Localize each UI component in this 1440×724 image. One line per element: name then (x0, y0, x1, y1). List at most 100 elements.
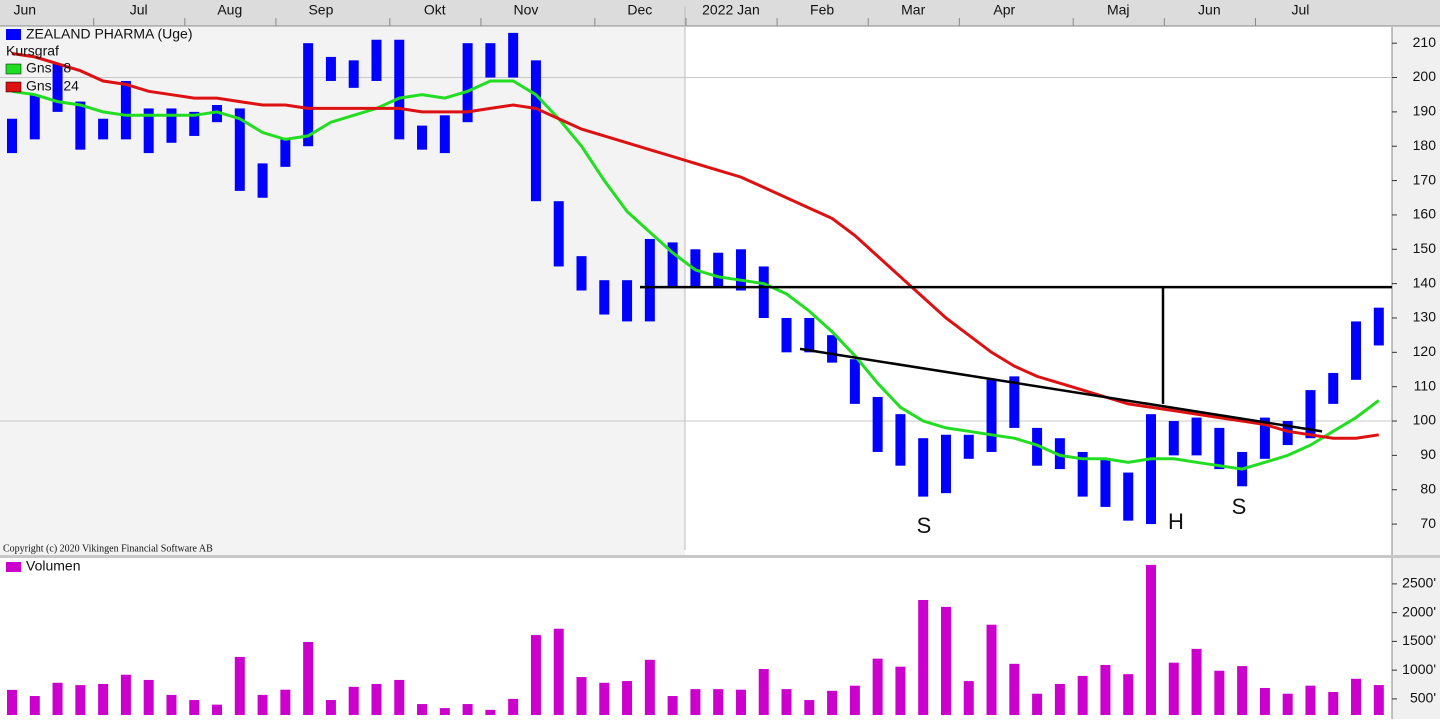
x-tick-label: Mar (901, 2, 925, 18)
volume-bar (963, 681, 974, 715)
price-bar (1168, 421, 1179, 456)
volume-bar (849, 685, 860, 715)
volume-bar (7, 689, 17, 715)
y-tick-label: 210 (1413, 34, 1437, 50)
price-bar (804, 317, 815, 353)
price-bar (827, 335, 838, 363)
price-bar (1351, 321, 1362, 380)
volume-bar (690, 689, 701, 715)
grid: 70 80 90 100 110 120 130 140 150 160 170 180 190 200 2… (0, 2, 1436, 531)
volume-bar (120, 674, 131, 715)
y-tick-label: 2500' (1402, 575, 1436, 591)
y-tick-label: 130 (1413, 309, 1437, 325)
volume-bar (644, 659, 655, 715)
volume-bar (1351, 678, 1362, 715)
volume-bar (485, 709, 496, 715)
x-tick-label: Aug (217, 2, 242, 18)
price-bar (1146, 414, 1156, 525)
volume-bar (189, 700, 200, 715)
chart-title: ZEALAND PHARMA (Uge) (26, 26, 192, 42)
volume-bar (508, 698, 519, 715)
volume-bar (713, 689, 724, 715)
volume-bar (622, 681, 633, 715)
moving-average (11, 79, 1380, 471)
y-tick-label: 190 (1413, 103, 1437, 119)
x-tick-label: Jun (1198, 2, 1221, 18)
volume-bar (1100, 664, 1111, 715)
x-tick-label: Sep (308, 2, 333, 18)
price-bar (1100, 458, 1111, 507)
price-bar (758, 266, 769, 318)
volume-bar (234, 656, 245, 715)
volume-bar (804, 700, 815, 715)
price-bar (234, 108, 245, 191)
volume-bar (98, 683, 109, 715)
volume-bar (417, 704, 428, 715)
legend-swatch (6, 29, 21, 40)
volume-bar (1009, 663, 1020, 715)
legend-label: Kursgraf (6, 43, 59, 59)
volume-bar (1259, 687, 1270, 715)
trendline (799, 347, 1323, 433)
price-bar (667, 242, 678, 288)
volume-bar (1328, 691, 1339, 715)
price-bar (1328, 372, 1339, 404)
price-bar (1214, 427, 1225, 470)
overlay: S HS (640, 285, 1392, 538)
moving-averages (11, 52, 1380, 471)
price-bar (918, 438, 929, 497)
price-bar (781, 317, 792, 353)
volume-bar (530, 635, 541, 715)
x-tick-label: Jul (1292, 2, 1310, 18)
price-bar (120, 80, 131, 140)
volume-panel: 500' 1000' 1500' 2000' 2500' (7, 564, 1436, 715)
time-axis-bar (0, 0, 1440, 26)
price-bar (530, 60, 541, 202)
volume-bar (553, 628, 564, 715)
plot-background (685, 27, 1392, 555)
price-bar (257, 163, 268, 198)
volume-bar (599, 682, 610, 715)
volume-bar (371, 683, 382, 715)
x-tick-label: 2022 Jan (702, 2, 760, 18)
volume-bar (29, 696, 40, 715)
price-bar (189, 111, 200, 136)
price-bar (986, 379, 997, 452)
y-tick-label: 500' (1410, 690, 1436, 706)
price-bar (371, 39, 382, 81)
volume-bar (1237, 666, 1248, 715)
price-bar (394, 39, 405, 140)
volume-bar (1282, 693, 1293, 715)
price-bar (622, 280, 633, 322)
x-tick-label: Dec (627, 2, 652, 18)
price-bar (485, 43, 496, 78)
volume-bar (75, 685, 86, 715)
volume-bar (895, 666, 906, 715)
x-tick-label: Jun (13, 2, 36, 18)
price-bar (325, 56, 336, 81)
price-bar (1305, 390, 1316, 439)
volume-bar (462, 704, 473, 715)
price-bar (963, 434, 974, 459)
y-tick-label: 2000' (1402, 603, 1436, 619)
volume-label: Volumen (26, 558, 80, 574)
volume-bar (1214, 670, 1225, 715)
volume-bar (1123, 674, 1134, 715)
volume-bar (986, 624, 997, 715)
price-bars (7, 32, 1384, 525)
volume-bar (303, 641, 314, 715)
price-bar (576, 256, 587, 291)
volume-bar (325, 700, 336, 715)
volume-bar (280, 689, 291, 715)
price-bar (143, 108, 154, 154)
y-tick-label: 170 (1413, 171, 1437, 187)
x-tick-label: Feb (810, 2, 834, 18)
volume-bar (257, 694, 268, 715)
legend-swatch (5, 81, 22, 93)
y-tick-label: 1500' (1402, 632, 1436, 648)
price-bar (1259, 417, 1270, 459)
volume-bar (1373, 685, 1384, 715)
volume-bar (758, 668, 769, 715)
